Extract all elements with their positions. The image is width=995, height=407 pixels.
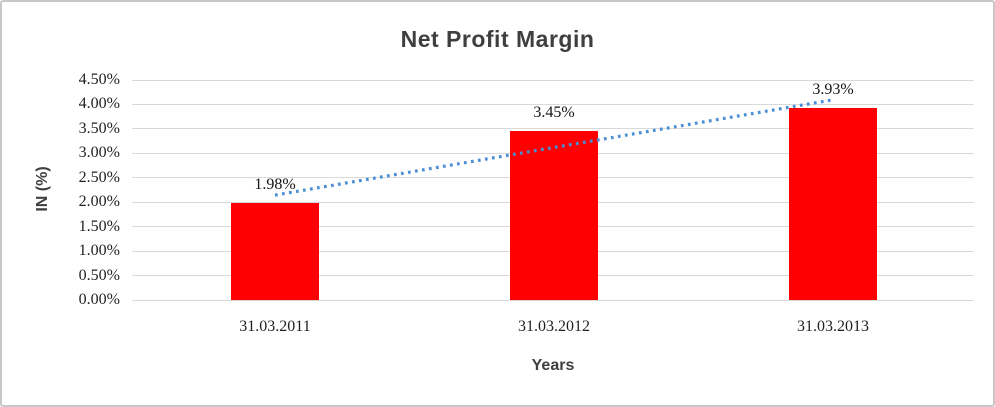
y-tick-label: 1.50% xyxy=(78,217,120,235)
y-tick-label: 2.50% xyxy=(78,168,120,186)
y-tick-label: 2.00% xyxy=(78,193,120,211)
gridline xyxy=(132,79,974,81)
plot-area: 1.98% 3.45% 3.93% xyxy=(132,79,974,301)
gridline xyxy=(132,128,974,130)
y-tick-label: 3.00% xyxy=(78,144,120,162)
bar xyxy=(510,131,598,300)
gridline xyxy=(132,103,974,105)
bar xyxy=(789,107,877,300)
y-tick-label: 4.00% xyxy=(78,95,120,113)
y-tick-label: 3.50% xyxy=(78,119,120,137)
y-tick-label: 4.50% xyxy=(78,71,120,88)
bar xyxy=(231,203,319,300)
chart-title: Net Profit Margin xyxy=(400,26,595,52)
bar-data-label: 1.98% xyxy=(254,176,296,194)
y-tick-label: 1.00% xyxy=(78,242,120,260)
x-axis-title: Years xyxy=(531,357,575,374)
y-tick-label: 0.50% xyxy=(78,266,120,284)
gridline xyxy=(132,299,974,301)
bar-data-label: 3.93% xyxy=(812,80,854,98)
x-category-label: 31.03.2013 xyxy=(797,318,869,335)
y-tick-label: 0.00% xyxy=(78,291,120,308)
trendline xyxy=(274,98,834,197)
x-category-label: 31.03.2012 xyxy=(518,318,590,335)
x-category-label: 31.03.2011 xyxy=(239,318,311,335)
bar-data-label: 3.45% xyxy=(533,104,575,122)
